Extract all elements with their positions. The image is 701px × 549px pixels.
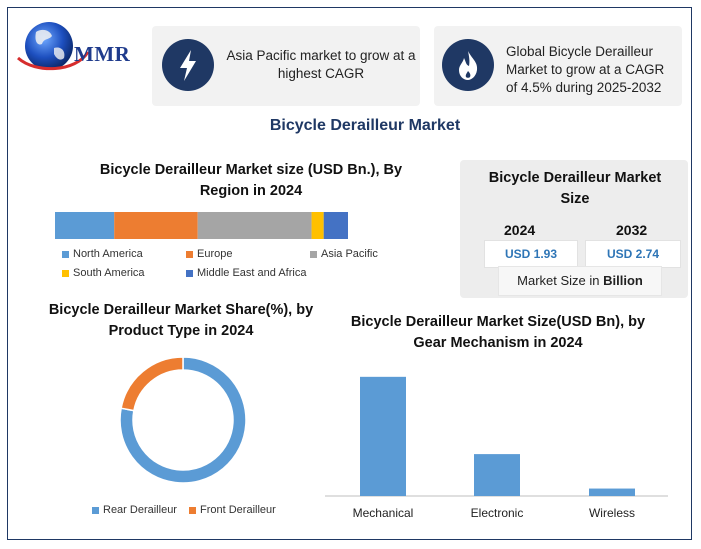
region-legend: North America Europe Asia Pacific South … [62,248,422,284]
unit-bold: Billion [603,273,643,288]
region-chart-title: Bicycle Derailleur Market size (USD Bn.)… [99,162,403,199]
year-2032-label: 2032 [616,222,648,238]
legend-europe: Europe [186,248,232,260]
x-tick-electronic: Electronic [470,506,524,520]
gear-mechanism-bar-chart [325,376,668,497]
legend-front-derailleur: Front Derailleur [189,504,276,516]
legend-label: Rear Derailleur [103,504,177,517]
legend-asia-pacific: Asia Pacific [310,248,378,260]
insight-card-global-cagr: Global Bicycle Derailleur Market to grow… [434,26,682,106]
flame-icon [442,39,494,91]
swatch-south-america [62,269,69,277]
legend-label: Middle East and Africa [197,267,307,280]
year-2024-label: 2024 [504,222,536,238]
legend-label: Front Derailleur [200,504,276,517]
lightning-icon [162,39,214,91]
x-tick-mechanical: Mechanical [352,506,414,520]
insight-text-cagr-region: Asia Pacific market to grow at a highest… [226,48,416,81]
region-segment-north-america [55,212,115,239]
swatch-middle-east-africa [186,269,193,277]
region-segment-europe [114,212,198,239]
legend-north-america: North America [62,248,143,260]
legend-label: North America [73,248,143,261]
swatch-asia-pacific [310,250,317,258]
market-size-unit: Market Size in Billion [498,266,662,296]
swatch-rear-derailleur [92,506,99,514]
outer-frame [7,7,692,540]
region-segment-middle-east-and-africa [323,212,348,239]
legend-rear-derailleur: Rear Derailleur [92,504,177,516]
region-stacked-bar-chart [55,212,348,239]
page-title: Bicycle Derailleur Market [269,117,461,134]
donut-slice-front-derailleur [120,356,184,412]
globe-icon [17,22,90,71]
insight-text-global-cagr: Global Bicycle Derailleur Market to grow… [506,44,665,95]
swatch-north-america [62,250,69,258]
bar-electronic [474,454,520,496]
market-size-panel: Bicycle Derailleur Market Size 2024 2032… [460,160,688,298]
swatch-europe [186,250,193,258]
bar-wireless [589,488,635,496]
product-type-chart-title: Bicycle Derailleur Market Share(%), by P… [48,302,314,339]
product-type-donut-chart [119,356,247,484]
gear-chart-title: Bicycle Derailleur Market Size(USD Bn), … [350,314,646,351]
value-2032: USD 2.74 [585,240,681,268]
mmr-logo [16,18,146,78]
unit-prefix: Market Size in [517,273,600,288]
product-type-legend: Rear Derailleur Front Derailleur [92,504,302,520]
legend-label: Europe [197,248,233,261]
legend-middle-east-africa: Middle East and Africa [186,267,306,279]
x-tick-wireless: Wireless [588,506,635,520]
bar-mechanical [360,376,406,496]
market-size-title: Bicycle Derailleur Market Size [488,170,662,207]
legend-label: Asia Pacific [321,248,378,261]
region-segment-asia-pacific [197,212,312,239]
donut-slice-rear-derailleur [119,356,247,484]
swatch-front-derailleur [189,506,196,514]
insight-card-cagr-region: Asia Pacific market to grow at a highest… [152,26,420,106]
legend-label: South America [73,267,145,280]
region-segment-south-america [311,212,324,239]
value-2024: USD 1.93 [484,240,578,268]
legend-south-america: South America [62,267,145,279]
brand-name: MMR [74,42,131,66]
